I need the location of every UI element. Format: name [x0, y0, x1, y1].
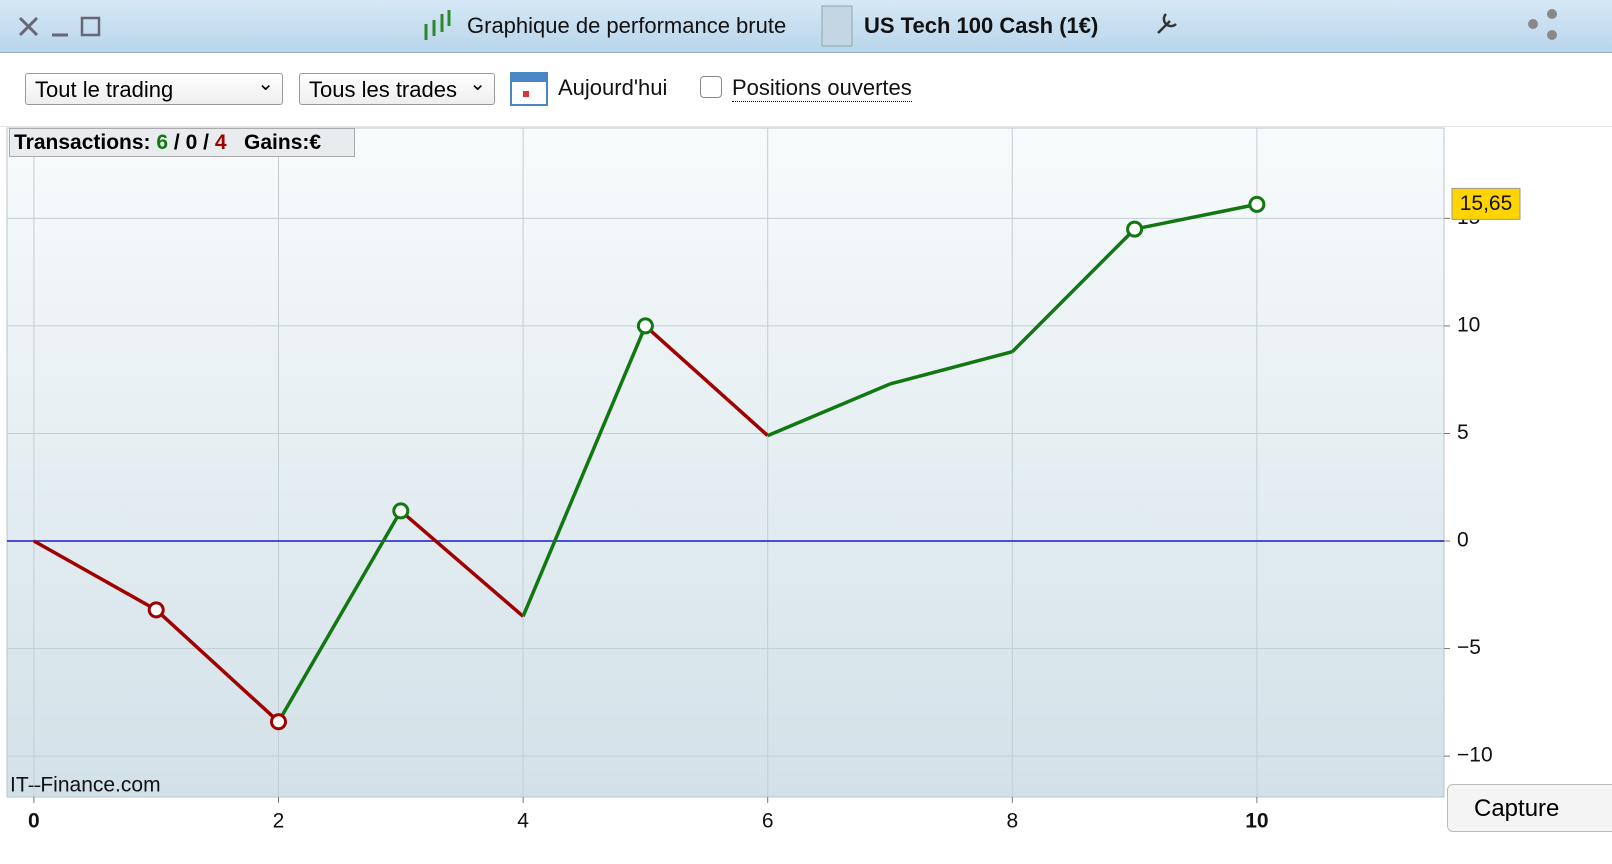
line-segment	[33, 539, 158, 612]
x-tick-label: 4	[517, 810, 529, 833]
trade-marker	[147, 601, 165, 619]
y-tick-label: −5	[1457, 636, 1481, 659]
trade-marker	[636, 317, 654, 335]
window-title: Graphique de performance brute	[467, 13, 787, 38]
x-tick-label: 2	[273, 810, 285, 833]
capture-button[interactable]: Capture	[1447, 784, 1612, 832]
checkbox[interactable]	[700, 76, 722, 98]
line-segment	[644, 324, 769, 437]
close-icon[interactable]	[18, 16, 39, 37]
scope-select[interactable]: Tout le trading	[25, 68, 283, 105]
date-label: Aujourd'hui	[558, 75, 668, 100]
gains-label: Gains:	[244, 131, 310, 154]
won-count: 6	[156, 131, 169, 154]
candle-icon	[424, 10, 451, 40]
instrument-select[interactable]: US Tech 100 Cash (1€)	[864, 13, 1099, 38]
link-icon[interactable]	[821, 5, 853, 47]
window-header: Graphique de performance brute US Tech 1…	[0, 0, 1612, 53]
x-tick-label: 0	[28, 810, 40, 833]
line-segment	[155, 608, 280, 724]
separator: /	[203, 131, 209, 154]
header-icons	[18, 5, 1557, 47]
y-tick-label: −10	[1457, 744, 1493, 767]
trade-marker	[1248, 195, 1266, 213]
neutral-count: 0	[185, 131, 198, 154]
toolbar: Tout le trading Tous les trades Aujourd'…	[0, 53, 1612, 126]
watermark: IT–Finance.com	[10, 774, 161, 797]
y-tick-label: 10	[1457, 313, 1480, 336]
settings-icon[interactable]	[1157, 13, 1177, 34]
stats-box: Transactions: 6 / 0 / 4 Gains:€	[9, 128, 355, 157]
y-tick-label: 0	[1457, 529, 1469, 552]
gains-value: €	[309, 131, 322, 154]
value-label-box	[1451, 187, 1521, 220]
separator: /	[173, 131, 180, 154]
maximize-icon[interactable]	[80, 16, 101, 37]
line-segment	[889, 350, 1013, 386]
calendar-icon[interactable]	[509, 69, 549, 107]
y-tick-label: 5	[1457, 421, 1469, 444]
value-label: 15,65	[1460, 192, 1513, 215]
plot-area	[6, 127, 1445, 798]
trade-marker	[1126, 220, 1144, 238]
line-segment	[399, 509, 525, 618]
trade-marker	[392, 502, 410, 520]
x-tick-label: 8	[1006, 810, 1018, 833]
open-positions-label[interactable]: Positions ouvertes	[732, 75, 912, 102]
x-tick-label: 6	[762, 810, 774, 833]
trades-select[interactable]: Tous les trades	[299, 68, 495, 105]
line-segment	[276, 510, 403, 723]
line-segment	[767, 382, 891, 438]
lost-count: 4	[214, 131, 227, 154]
share-icon[interactable]	[1528, 9, 1557, 40]
x-tick-label: 10	[1245, 810, 1268, 833]
line-segment	[521, 325, 648, 617]
line-segment	[1134, 202, 1258, 231]
line-segment	[1011, 227, 1136, 353]
trade-marker	[270, 713, 288, 731]
stats-label: Transactions:	[14, 131, 151, 154]
